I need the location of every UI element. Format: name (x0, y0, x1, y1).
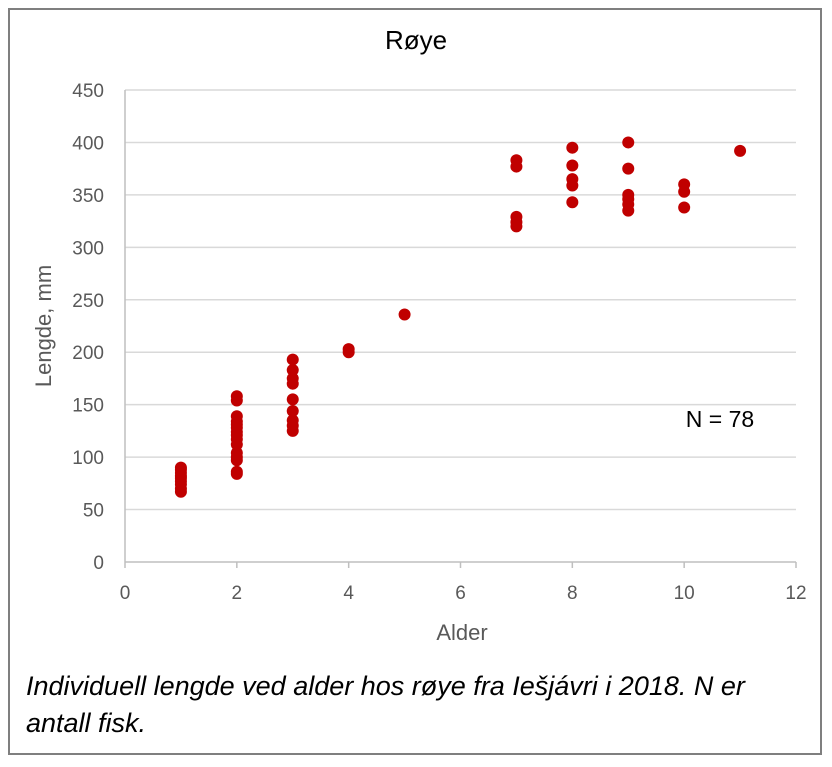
data-point (286, 393, 299, 406)
data-point (398, 308, 411, 321)
data-point (286, 414, 299, 427)
y-axis-label: Lengde, mm (31, 265, 56, 387)
y-tick-labels: 0 50 100 150 200 250 300 350 400 450 (72, 81, 104, 574)
data-points (174, 136, 747, 498)
data-point (230, 465, 243, 478)
data-point (174, 461, 187, 474)
data-point (566, 159, 579, 172)
data-point (566, 173, 579, 186)
x-tick-label: 6 (455, 583, 466, 604)
x-tick-label: 12 (785, 583, 806, 604)
chart-title: Røye (384, 25, 448, 55)
gridlines (125, 89, 796, 511)
data-point (286, 372, 299, 385)
data-point (286, 353, 299, 366)
data-point (622, 136, 635, 149)
y-tick-label: 300 (72, 238, 104, 259)
data-point (230, 390, 243, 403)
data-point (566, 141, 579, 154)
x-axis-label: Alder (436, 620, 487, 645)
data-point (510, 210, 523, 223)
figure-frame (8, 8, 822, 755)
y-tick-label: 400 (72, 133, 104, 154)
x-tick-label: 10 (674, 583, 695, 604)
x-tick-label: 2 (232, 583, 243, 604)
x-tick-label: 4 (343, 583, 354, 604)
sample-size-annotation: N = 78 (686, 406, 754, 432)
y-tick-label: 450 (72, 81, 104, 102)
y-tick-label: 350 (72, 186, 104, 207)
y-tick-label: 50 (83, 501, 104, 522)
axes (124, 90, 797, 568)
y-tick-label: 250 (72, 291, 104, 312)
data-point (230, 410, 243, 423)
y-tick-label: 150 (72, 396, 104, 417)
y-tick-label: 200 (72, 343, 104, 364)
y-tick-label: 100 (72, 448, 104, 469)
data-point (510, 154, 523, 167)
data-point (678, 201, 691, 214)
x-tick-label: 8 (567, 583, 578, 604)
data-point (342, 343, 355, 356)
data-point (230, 446, 243, 459)
data-point (286, 364, 299, 377)
data-point (678, 178, 691, 191)
figure-caption: Individuell lengde ved alder hos røye fr… (26, 671, 745, 738)
data-point (622, 162, 635, 175)
data-point (622, 188, 635, 201)
data-point (734, 144, 747, 157)
data-point (286, 404, 299, 417)
x-tick-label: 0 (120, 583, 131, 604)
data-point (566, 196, 579, 209)
y-tick-label: 0 (93, 553, 104, 574)
x-tick-labels: 0 2 4 6 8 10 12 (120, 583, 807, 604)
